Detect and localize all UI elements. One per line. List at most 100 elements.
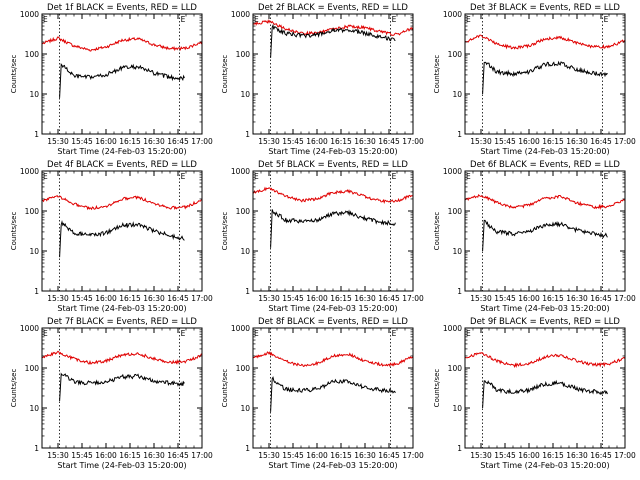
x-tick-label: 15:30	[258, 294, 280, 303]
x-tick-label: 16:45	[378, 137, 400, 146]
corner-marker-label-right: E	[604, 15, 609, 24]
x-axis-title: Start Time (24-Feb-03 15:20:00)	[57, 304, 186, 313]
x-tick-label: 16:15	[119, 451, 141, 460]
x-tick-label: 16:30	[143, 451, 165, 460]
corner-marker-label-right: E	[604, 172, 609, 181]
x-tick-label: 15:30	[47, 137, 69, 146]
corner-marker-label-left: E	[43, 172, 48, 181]
x-tick-label: 17:00	[191, 451, 213, 460]
y-tick-label: 10	[240, 90, 250, 99]
x-tick-label: 15:45	[282, 451, 304, 460]
lld-series-line	[41, 195, 203, 211]
y-axis-title: Counts/sec	[221, 369, 229, 408]
x-tick-label: 16:45	[167, 294, 189, 303]
x-tick-label: 16:15	[119, 294, 141, 303]
plot-frame	[41, 170, 203, 292]
y-tick-label: 1000	[20, 324, 39, 333]
y-tick-label: 10	[240, 247, 250, 256]
y-tick-label: 10	[452, 90, 462, 99]
x-tick-label: 17:00	[402, 451, 424, 460]
panel-title: Det 3f BLACK = Events, RED = LLD	[470, 3, 620, 13]
x-tick-label: 16:00	[518, 451, 540, 460]
x-tick-label: 15:45	[71, 451, 93, 460]
y-tick-label: 1	[245, 287, 250, 296]
x-tick-label: 16:45	[378, 451, 400, 460]
detector-panel-6: Det 6f BLACK = Events, RED = LLD 1 10 100 10…	[433, 160, 636, 313]
plot-frame	[464, 327, 626, 449]
y-tick-label: 100	[25, 207, 40, 216]
lld-series-line	[464, 351, 626, 369]
y-tick-label: 1000	[20, 167, 39, 176]
lld-series-line	[464, 34, 626, 50]
plot-frame	[464, 170, 626, 292]
y-tick-label: 1	[457, 444, 462, 453]
x-tick-label: 17:00	[191, 294, 213, 303]
x-tick-label: 15:45	[494, 137, 516, 146]
panel-title: Det 5f BLACK = Events, RED = LLD	[258, 160, 408, 170]
corner-marker-label-right: E	[604, 329, 609, 338]
y-tick-label: 1000	[20, 10, 39, 19]
events-series-line	[482, 379, 608, 409]
y-tick-label: 1	[245, 130, 250, 139]
y-tick-label: 100	[448, 50, 463, 59]
y-axis-title: Counts/sec	[221, 55, 229, 94]
events-series-line	[59, 62, 185, 98]
x-tick-label: 16:00	[306, 294, 328, 303]
x-tick-label: 16:15	[330, 451, 352, 460]
y-tick-label: 100	[448, 364, 463, 373]
y-tick-label: 1000	[231, 167, 250, 176]
x-tick-label: 15:30	[470, 451, 492, 460]
x-tick-label: 16:00	[95, 451, 117, 460]
detector-panel-8: Det 8f BLACK = Events, RED = LLD 1 10 100 10…	[221, 317, 424, 470]
y-axis-title: Counts/sec	[10, 212, 18, 251]
y-tick-label: 10	[29, 247, 39, 256]
x-tick-label: 16:15	[330, 294, 352, 303]
events-series-line	[59, 372, 185, 402]
x-tick-label: 17:00	[402, 137, 424, 146]
y-tick-label: 10	[240, 404, 250, 413]
events-series-line	[270, 209, 396, 248]
x-axis-title: Start Time (24-Feb-03 15:20:00)	[57, 147, 186, 156]
panel-title: Det 6f BLACK = Events, RED = LLD	[470, 160, 620, 170]
panel-title: Det 1f BLACK = Events, RED = LLD	[47, 3, 197, 13]
corner-marker-label-left: E	[254, 15, 259, 24]
x-axis-title: Start Time (24-Feb-03 15:20:00)	[480, 304, 609, 313]
x-tick-label: 16:15	[119, 137, 141, 146]
x-tick-label: 17:00	[402, 294, 424, 303]
events-series-line	[270, 376, 396, 412]
y-tick-label: 10	[452, 247, 462, 256]
x-tick-label: 17:00	[614, 294, 636, 303]
x-tick-label: 16:30	[143, 294, 165, 303]
corner-marker-label-left: E	[43, 329, 48, 338]
detector-panel-9: Det 9f BLACK = Events, RED = LLD 1 10 100 10…	[433, 317, 636, 470]
x-tick-label: 16:45	[590, 294, 612, 303]
y-tick-label: 1	[245, 444, 250, 453]
x-tick-label: 16:30	[354, 294, 376, 303]
panel-title: Det 7f BLACK = Events, RED = LLD	[47, 317, 197, 327]
y-tick-label: 100	[448, 207, 463, 216]
x-tick-label: 15:30	[470, 294, 492, 303]
x-tick-label: 16:45	[167, 451, 189, 460]
corner-marker-label-left: E	[43, 15, 48, 24]
y-tick-label: 10	[29, 90, 39, 99]
lld-series-line	[252, 186, 414, 205]
x-tick-label: 16:00	[95, 294, 117, 303]
corner-marker-label-right: E	[392, 329, 397, 338]
x-axis-title: Start Time (24-Feb-03 15:20:00)	[268, 461, 397, 470]
x-tick-label: 16:00	[518, 137, 540, 146]
x-tick-label: 16:00	[306, 451, 328, 460]
x-tick-label: 15:45	[71, 294, 93, 303]
x-tick-label: 16:30	[566, 137, 588, 146]
x-tick-label: 17:00	[614, 137, 636, 146]
x-axis-title: Start Time (24-Feb-03 15:20:00)	[480, 461, 609, 470]
detector-panel-5: Det 5f BLACK = Events, RED = LLD 1 10 100 10…	[221, 160, 424, 313]
x-tick-label: 16:00	[306, 137, 328, 146]
y-tick-label: 1	[34, 444, 39, 453]
lld-series-line	[41, 350, 203, 365]
x-tick-label: 15:30	[470, 137, 492, 146]
x-tick-label: 16:30	[566, 451, 588, 460]
x-axis-title: Start Time (24-Feb-03 15:20:00)	[268, 304, 397, 313]
lld-series-line	[464, 194, 626, 210]
corner-marker-label-right: E	[181, 329, 186, 338]
